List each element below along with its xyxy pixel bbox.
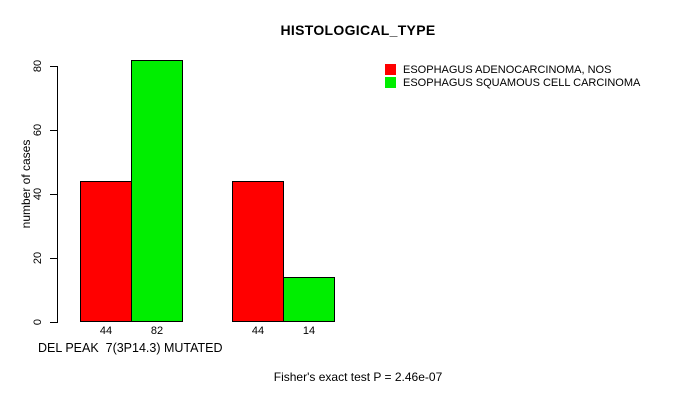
y-tick xyxy=(50,130,57,131)
bar-green-group1 xyxy=(131,60,183,322)
y-tick xyxy=(50,258,57,259)
bar-value-label: 44 xyxy=(99,325,113,337)
legend: ESOPHAGUS ADENOCARCINOMA, NOS ESOPHAGUS … xyxy=(385,63,640,89)
bar-value-label: 82 xyxy=(150,325,164,337)
bar-value-label: 14 xyxy=(302,325,316,337)
y-axis-line xyxy=(57,66,58,323)
y-tick xyxy=(50,322,57,323)
y-tick-label: 20 xyxy=(32,251,44,265)
legend-item-squamous: ESOPHAGUS SQUAMOUS CELL CARCINOMA xyxy=(385,76,640,89)
x-axis-label: DEL PEAK 7(3P14.3) MUTATED xyxy=(38,341,223,355)
legend-item-adenocarcinoma: ESOPHAGUS ADENOCARCINOMA, NOS xyxy=(385,63,640,76)
y-tick xyxy=(50,66,57,67)
bar-red-group1 xyxy=(80,181,132,322)
y-tick xyxy=(50,194,57,195)
bar-red-group2 xyxy=(232,181,284,322)
y-tick-label: 0 xyxy=(32,318,44,326)
bar-green-group2 xyxy=(283,277,335,322)
chart-title: HISTOLOGICAL_TYPE xyxy=(280,22,436,38)
y-tick-label: 80 xyxy=(32,59,44,73)
y-tick-label: 60 xyxy=(32,123,44,137)
legend-label-adenocarcinoma: ESOPHAGUS ADENOCARCINOMA, NOS xyxy=(403,63,612,76)
legend-swatch-green-icon xyxy=(385,77,396,88)
y-tick-label: 40 xyxy=(32,187,44,201)
legend-swatch-red-icon xyxy=(385,64,396,75)
fisher-test-annotation: Fisher's exact test P = 2.46e-07 xyxy=(273,370,443,384)
bar-value-label: 44 xyxy=(251,325,265,337)
legend-label-squamous: ESOPHAGUS SQUAMOUS CELL CARCINOMA xyxy=(403,76,641,89)
